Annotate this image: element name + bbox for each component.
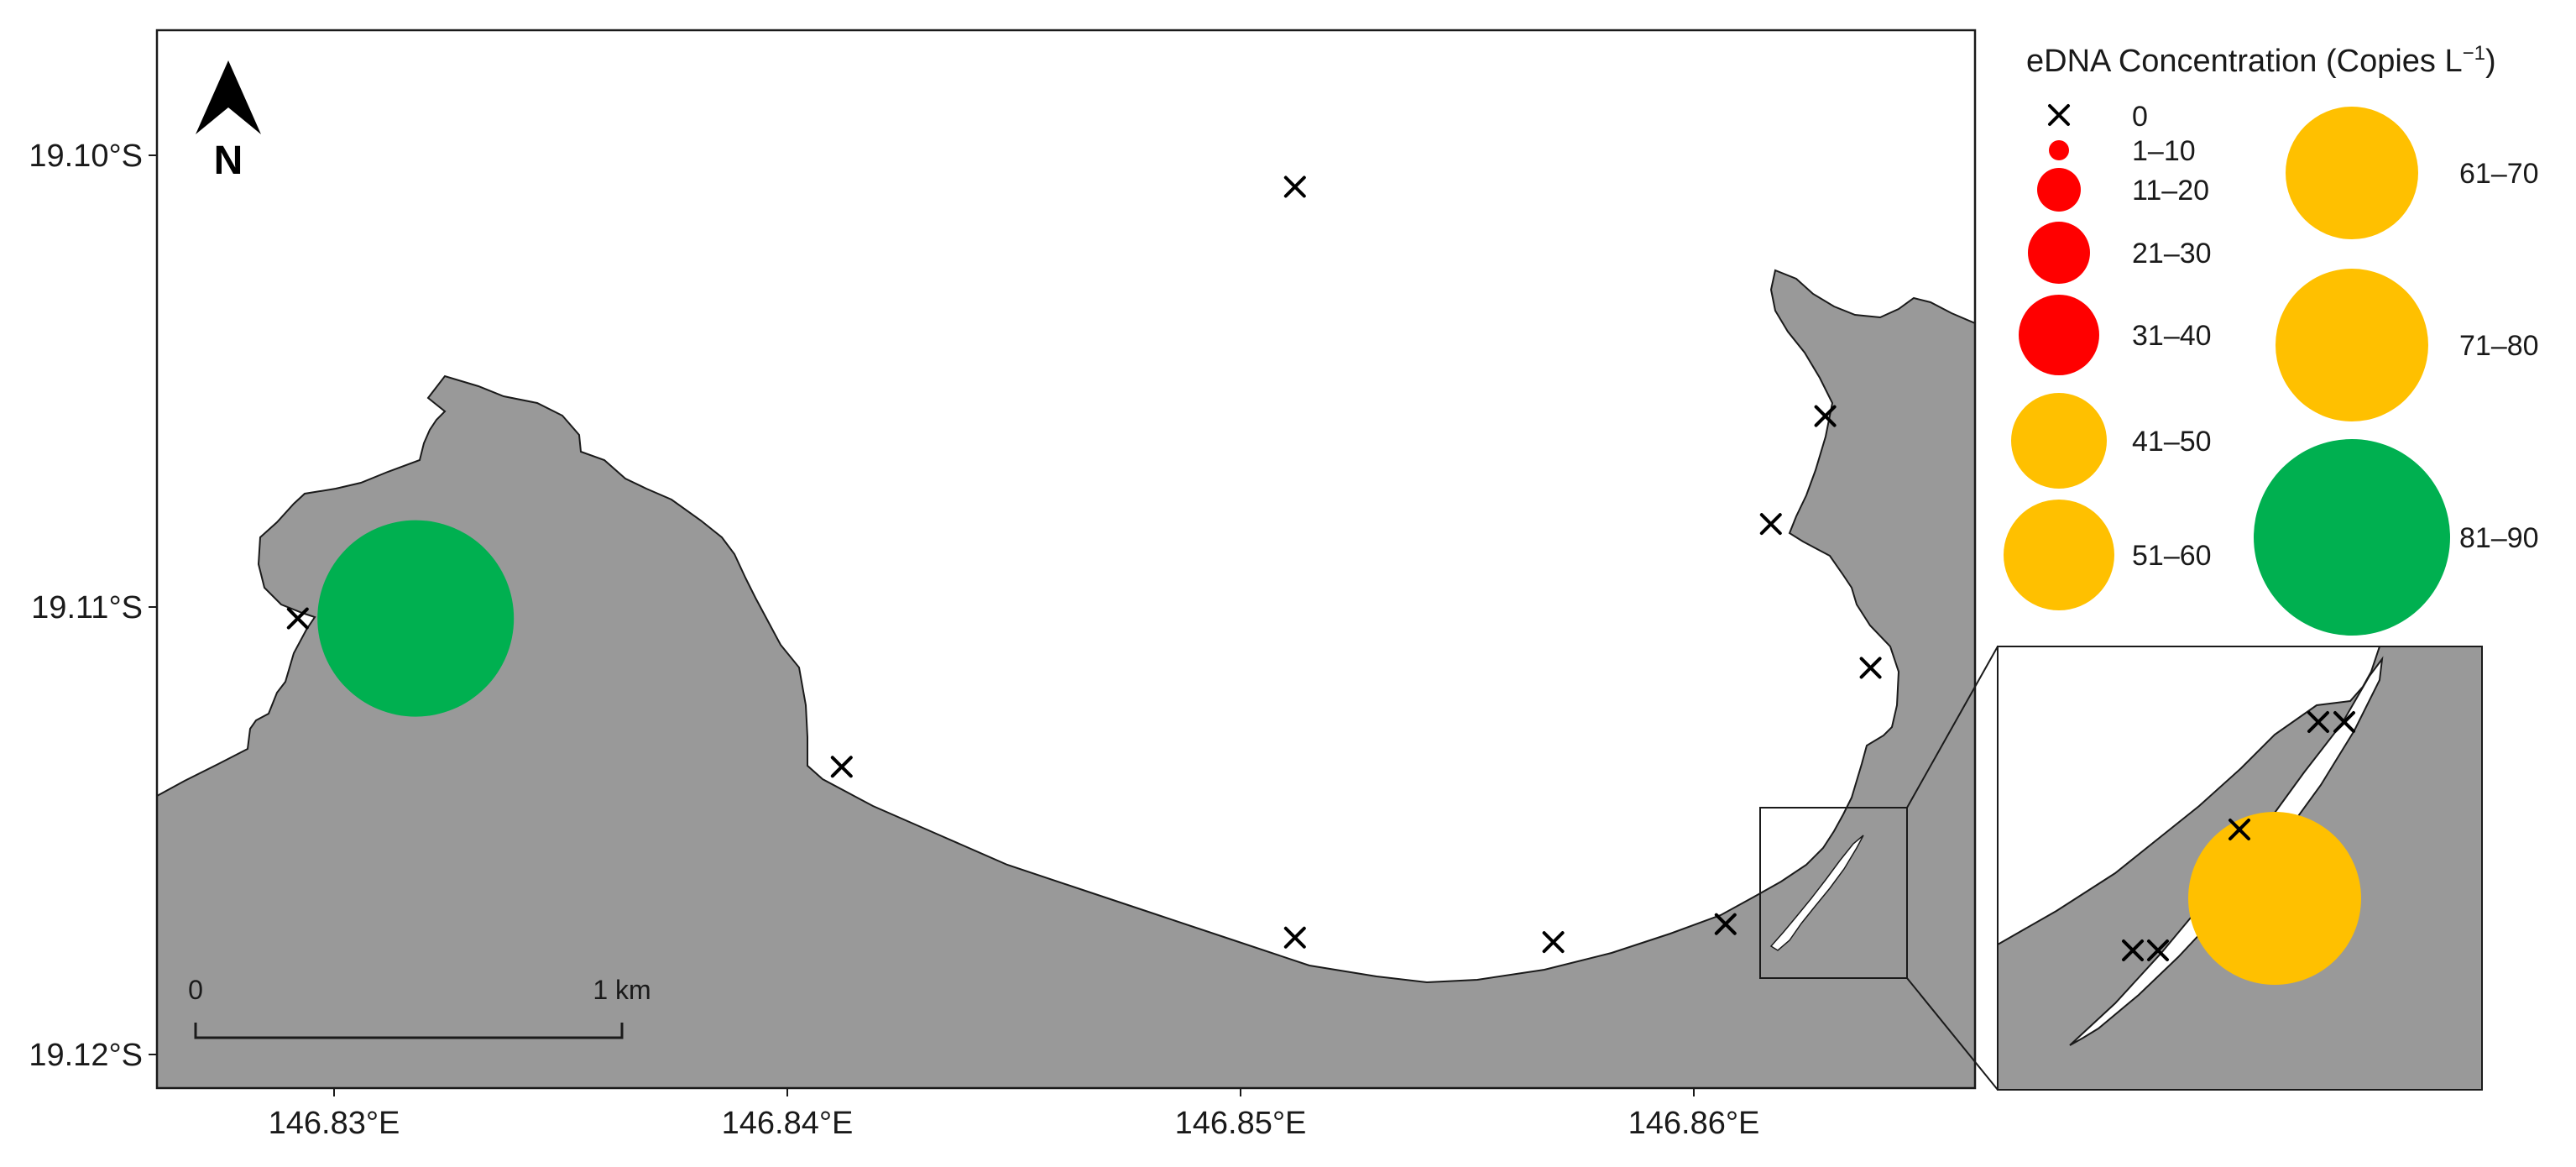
legend-item: 71–80: [2276, 269, 2539, 421]
legend-label: 71–80: [2459, 330, 2539, 362]
legend-item: 81–90: [2254, 439, 2539, 636]
north-arrow-icon: [196, 60, 261, 134]
legend-circle: [2276, 269, 2428, 421]
scale-bar-line: [194, 1023, 624, 1039]
scale-bar: 0 1 km: [188, 975, 651, 1039]
inset-frame: [1997, 646, 2483, 1091]
legend: eDNA Concentration (Copies L−1) 01–10 11–…: [2004, 42, 2539, 636]
zero-sample-marker: [2333, 711, 2355, 733]
map-frame: [155, 29, 1977, 1090]
north-label: N: [214, 139, 243, 183]
zero-sample-marker: [830, 756, 853, 778]
inset-connector-top: [1906, 646, 1999, 809]
legend-label: 61–70: [2459, 158, 2539, 190]
legend-circle: [2254, 439, 2450, 636]
zero-sample-marker: [1814, 405, 1837, 427]
x-tick-label: 146.85°E: [1175, 1106, 1307, 1141]
legend-label: 0: [2132, 101, 2148, 133]
sample-markers: [286, 175, 1882, 954]
y-tick-label: 19.12°S: [29, 1038, 143, 1073]
north-arrow: N: [196, 60, 261, 183]
legend-title-main: eDNA Concentration (Copies L: [2026, 44, 2463, 79]
legend-label: 51–60: [2132, 540, 2212, 572]
detection-circle: [317, 520, 515, 717]
creek-channel: [1769, 835, 1864, 951]
x-tick-label: 146.84°E: [722, 1106, 854, 1141]
legend-item: 51–60: [2004, 500, 2212, 610]
legend-circle: [2004, 500, 2114, 610]
zero-sample-marker: [2147, 939, 2169, 961]
legend-label: 11–20: [2132, 175, 2209, 207]
legend-title: eDNA Concentration (Copies L−1): [2026, 42, 2496, 79]
y-tick-label: 19.11°S: [31, 590, 143, 625]
legend-items: 01–10 11–20 21–30 31–40 41–50 51–60 61–70 71–80…: [2004, 101, 2539, 636]
x-tick-label: 146.86°E: [1628, 1106, 1760, 1141]
legend-circle: [2028, 222, 2090, 284]
legend-circle: [2037, 168, 2081, 212]
legend-item: 61–70: [2286, 107, 2539, 239]
main-map-panel: [155, 29, 1999, 1091]
inset-connector-bottom: [1906, 977, 1999, 1091]
legend-circle: [2019, 295, 2099, 375]
legend-item: 41–50: [2011, 393, 2212, 489]
scale-end-label: 1 km: [593, 975, 651, 1005]
zero-sample-marker: [1283, 926, 1306, 949]
land-area: [157, 269, 1975, 1088]
zero-sample-marker: [1759, 513, 1782, 536]
legend-item: 31–40: [2019, 295, 2212, 375]
x-tick-label: 146.83°E: [269, 1106, 400, 1141]
inset-extent-box: [1759, 807, 1908, 979]
x-axis: 146.83°E 146.84°E 146.85°E 146.86°E: [269, 1088, 1760, 1141]
inset-sample-markers: [2122, 711, 2361, 985]
legend-item: 11–20: [2037, 168, 2209, 212]
legend-label: 1–10: [2132, 135, 2196, 167]
y-tick-label: 19.10°S: [29, 139, 143, 174]
legend-circle: [2049, 140, 2069, 160]
zero-sample-marker: [1542, 931, 1565, 954]
legend-title-sup: −1: [2463, 42, 2485, 65]
scale-start-label: 0: [188, 975, 203, 1005]
zero-sample-marker: [286, 607, 309, 630]
zero-sample-marker: [1283, 175, 1306, 198]
legend-label: 41–50: [2132, 426, 2212, 458]
legend-label: 81–90: [2459, 522, 2539, 554]
legend-circle: [2286, 107, 2418, 239]
zero-sample-marker: [1714, 913, 1737, 935]
legend-label: 31–40: [2132, 320, 2212, 352]
zero-sample-marker: [2122, 939, 2144, 961]
zero-sample-marker: [2048, 104, 2070, 126]
inset-detection-circle: [2188, 812, 2361, 985]
legend-item: 1–10: [2049, 135, 2196, 167]
legend-circle: [2011, 393, 2107, 489]
zero-sample-marker: [2229, 819, 2250, 840]
legend-title-end: ): [2485, 44, 2496, 79]
y-axis: 19.10°S 19.11°S 19.12°S: [29, 139, 157, 1073]
legend-label: 21–30: [2132, 238, 2212, 270]
legend-item-zero: 0: [2048, 101, 2148, 133]
legend-item: 21–30: [2028, 222, 2212, 284]
inset-map-panel: [1997, 646, 2483, 1091]
zero-sample-marker: [1859, 657, 1882, 679]
zero-sample-marker: [2307, 711, 2329, 733]
